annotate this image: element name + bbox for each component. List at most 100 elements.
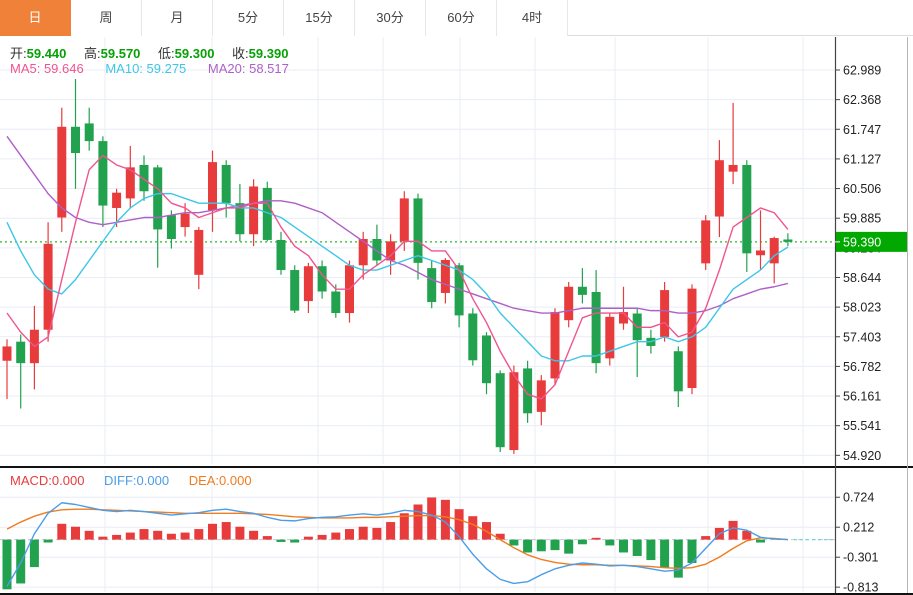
axis-tick-label: 57.403 xyxy=(843,330,881,344)
bottom-border xyxy=(0,593,913,595)
macd-bar xyxy=(386,522,396,540)
macd-bar xyxy=(701,536,711,540)
candle-body xyxy=(221,164,231,204)
candle-body xyxy=(399,198,409,242)
candle-body xyxy=(468,313,478,361)
ma20-value: MA20: 58.517 xyxy=(207,61,289,76)
ma-legend: MA5: 59.646 MA10: 59.275 MA20: 58.517 xyxy=(10,61,307,76)
macd-bar xyxy=(290,539,300,543)
candle-body xyxy=(454,265,464,316)
axis-tick-label: 60.506 xyxy=(843,182,881,196)
candle-body xyxy=(372,238,382,261)
ohlc-legend: 开:59.440 高:59.570 低:59.300 收:59.390 xyxy=(10,43,302,62)
candle-body xyxy=(536,380,546,412)
candle-body xyxy=(413,198,423,263)
candle-body xyxy=(166,215,176,239)
axis-tick-label: 54.920 xyxy=(843,449,881,463)
tab-week[interactable]: 周 xyxy=(71,0,142,36)
macd-bar xyxy=(235,526,245,540)
axis-tick-label: 0.212 xyxy=(843,521,874,535)
macd-bar xyxy=(57,523,67,540)
candle-body xyxy=(687,288,697,388)
tab-30min[interactable]: 30分 xyxy=(355,0,426,36)
candle-body xyxy=(71,126,80,154)
candle-body xyxy=(358,238,368,266)
candle-body xyxy=(619,312,628,324)
axis-tick-label: 61.127 xyxy=(843,152,881,166)
macd-legend: MACD:0.000 DIFF:0.000 DEA:0.000 xyxy=(10,473,268,488)
candle-body xyxy=(756,250,765,256)
macd-bar xyxy=(673,539,683,578)
ma20-line xyxy=(6,135,789,314)
tab-5min[interactable]: 5分 xyxy=(213,0,284,36)
candle-body xyxy=(509,372,519,451)
macd-bar xyxy=(43,539,53,543)
macd-bar xyxy=(454,509,464,540)
macd-bar xyxy=(742,530,752,540)
ma5-line xyxy=(6,154,789,400)
candle-body xyxy=(331,291,341,314)
tab-15min[interactable]: 15分 xyxy=(284,0,355,36)
macd-bar xyxy=(605,539,615,546)
open-value: 59.440 xyxy=(26,46,67,61)
candle-body xyxy=(673,351,683,392)
candle-body xyxy=(276,239,286,271)
candle-body xyxy=(57,126,67,218)
macd-bar xyxy=(2,539,12,590)
candle-body xyxy=(495,373,505,448)
macd-bar xyxy=(276,539,286,542)
high-label: 高: xyxy=(84,46,101,61)
candle-body xyxy=(550,312,560,379)
candle-body xyxy=(235,203,245,235)
tab-60min[interactable]: 60分 xyxy=(426,0,497,36)
macd-bar xyxy=(536,539,546,552)
tab-4hour[interactable]: 4时 xyxy=(497,0,568,36)
axis-tick-label: 61.747 xyxy=(843,123,881,137)
axis-tick-label: 59.885 xyxy=(843,212,881,226)
macd-bar xyxy=(646,539,656,561)
candle-body xyxy=(783,239,793,242)
macd-bar xyxy=(208,523,217,540)
candle-body xyxy=(84,123,94,142)
panel-divider xyxy=(0,466,913,468)
candle-body xyxy=(249,186,259,235)
candle-body xyxy=(2,346,12,361)
macd-bar xyxy=(98,536,108,540)
macd-bar xyxy=(331,532,341,540)
macd-bar xyxy=(728,520,738,540)
axis-tick-label: 58.644 xyxy=(843,271,881,285)
macd-bar xyxy=(303,536,313,540)
macd-bar xyxy=(591,537,601,540)
macd-bar xyxy=(29,539,39,568)
candle-body xyxy=(180,213,190,228)
candle-body xyxy=(139,164,149,192)
diff-value: DIFF:0.000 xyxy=(104,473,170,488)
axis-tick-label: 58.023 xyxy=(843,301,881,315)
current-price-value: 59.390 xyxy=(843,235,881,249)
main-panel-candles[interactable] xyxy=(2,79,793,454)
macd-bar xyxy=(399,513,409,540)
diff-line xyxy=(6,502,788,587)
tab-month[interactable]: 月 xyxy=(142,0,213,36)
macd-bar xyxy=(564,539,574,554)
ma10-line xyxy=(6,192,789,362)
candle-body xyxy=(303,266,313,302)
high-value: 59.570 xyxy=(100,46,141,61)
candle-body xyxy=(262,187,272,240)
candle-body xyxy=(482,335,491,384)
axis-tick-label: 55.541 xyxy=(843,419,881,433)
candle-body xyxy=(317,266,327,292)
macd-bar xyxy=(84,530,94,540)
low-label: 低: xyxy=(158,46,175,61)
macd-bar xyxy=(756,539,765,543)
macd-bar xyxy=(153,530,163,540)
macd-bar xyxy=(345,529,354,540)
macd-panel[interactable] xyxy=(0,496,835,590)
dea-line xyxy=(6,508,788,569)
close-value: 59.390 xyxy=(248,46,289,61)
candle-body xyxy=(701,220,711,264)
tab-day[interactable]: 日 xyxy=(0,0,71,36)
axis-tick-label: -0.301 xyxy=(843,551,878,565)
macd-bar xyxy=(249,530,259,540)
